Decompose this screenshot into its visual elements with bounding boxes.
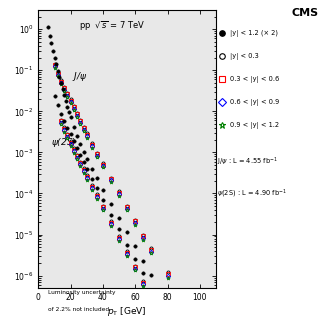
Text: J/$\psi$ : L = 4.55 fb$^{-1}$: J/$\psi$ : L = 4.55 fb$^{-1}$	[217, 155, 277, 167]
Text: |y| < 0.3: |y| < 0.3	[230, 53, 259, 60]
Text: 0.3 < |y| < 0.6: 0.3 < |y| < 0.6	[230, 76, 280, 83]
X-axis label: $p_{\mathrm{T}}$ [GeV]: $p_{\mathrm{T}}$ [GeV]	[108, 305, 147, 318]
Text: $\psi$(2S): $\psi$(2S)	[51, 136, 76, 149]
Text: $\psi$(2S) : L = 4.90 fb$^{-1}$: $\psi$(2S) : L = 4.90 fb$^{-1}$	[217, 187, 286, 199]
Text: 0.9 < |y| < 1.2: 0.9 < |y| < 1.2	[230, 122, 280, 129]
Text: CMS: CMS	[291, 8, 318, 18]
Text: J/$\psi$: J/$\psi$	[72, 70, 88, 84]
Text: pp  $\sqrt{s}$ = 7 TeV: pp $\sqrt{s}$ = 7 TeV	[79, 20, 145, 33]
Text: Luminosity uncertainty: Luminosity uncertainty	[48, 290, 116, 295]
Text: 0.6 < |y| < 0.9: 0.6 < |y| < 0.9	[230, 99, 280, 106]
Text: |y| < 1.2 (× 2): |y| < 1.2 (× 2)	[230, 30, 278, 37]
Text: of 2.2% not included: of 2.2% not included	[48, 307, 109, 312]
